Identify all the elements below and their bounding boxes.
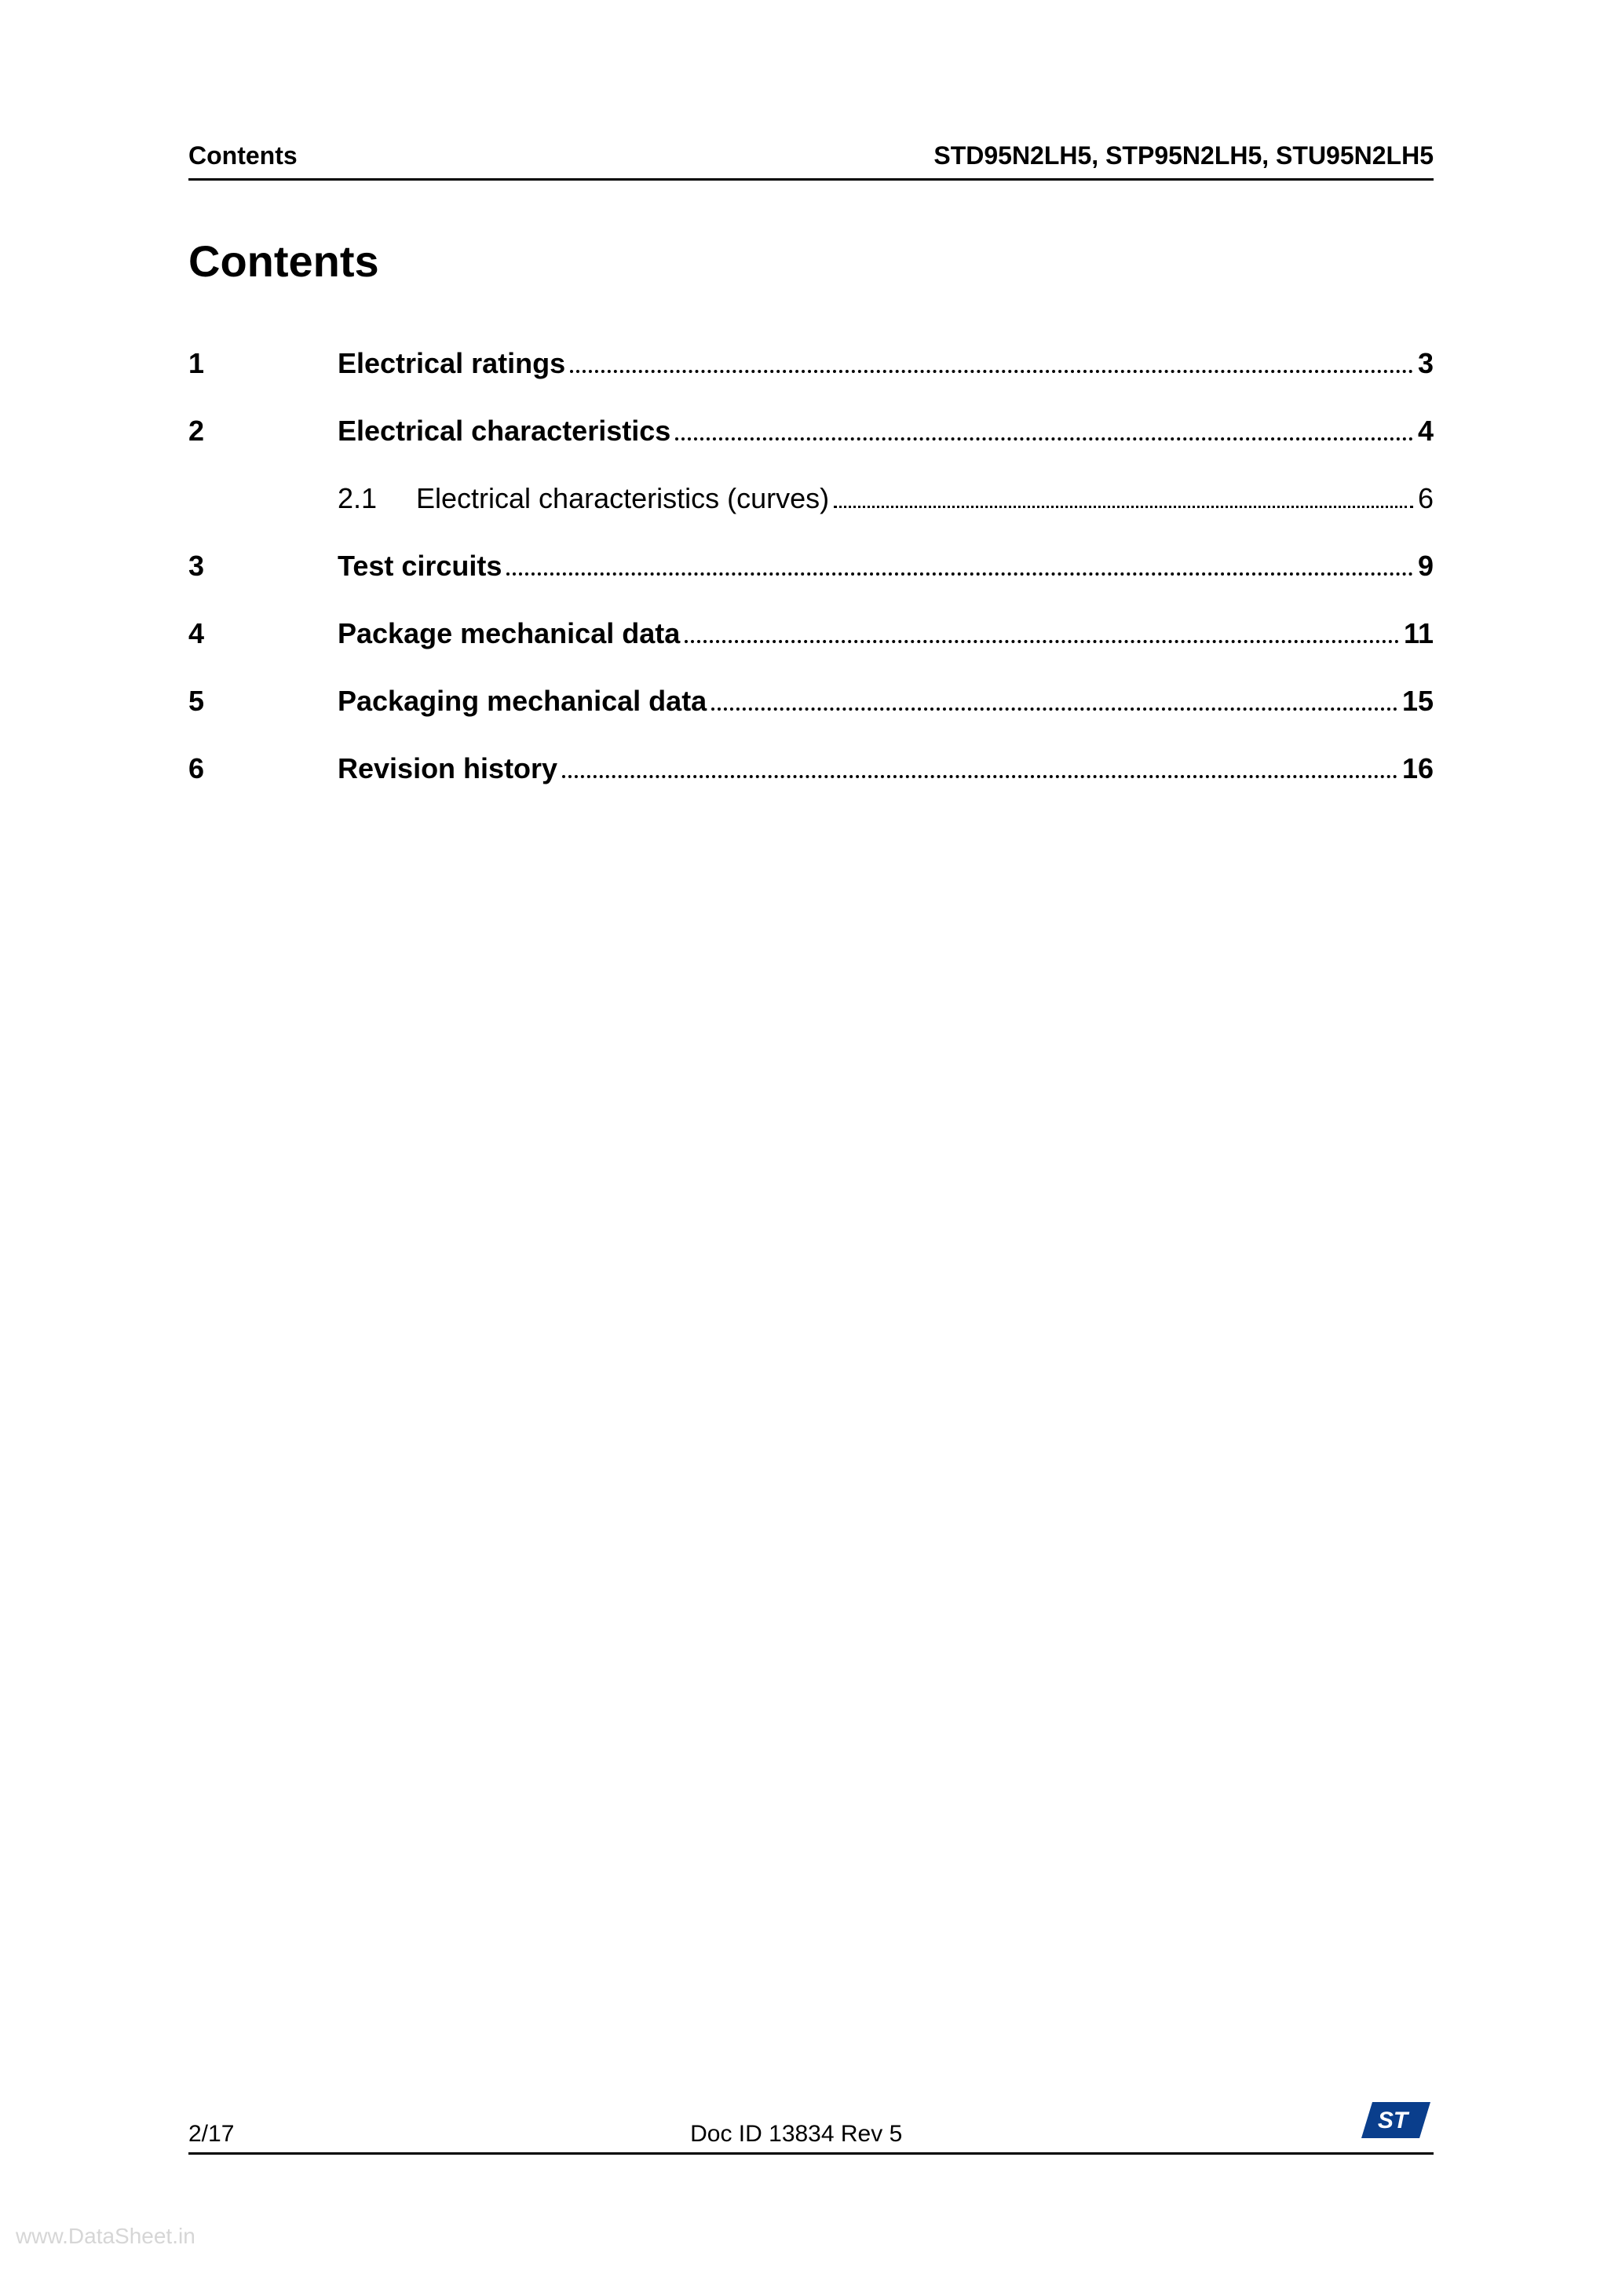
toc-entry: 2 Electrical characteristics 4 [188,417,1434,445]
running-header: Contents STD95N2LH5, STP95N2LH5, STU95N2… [188,141,1434,181]
page-title: Contents [188,236,1434,287]
footer-page-number: 2/17 [188,2121,234,2148]
svg-text:ST: ST [1378,2108,1410,2133]
page: Contents STD95N2LH5, STP95N2LH5, STU95N2… [0,0,1622,2296]
toc-page: 15 [1402,687,1434,715]
toc-label: Packaging mechanical data [338,687,707,715]
toc-number: 2 [188,417,338,445]
watermark: www.DataSheet.in [16,2224,195,2249]
toc-leader-dots [562,758,1397,778]
toc-entry: 5 Packaging mechanical data 15 [188,687,1434,715]
toc-label: Test circuits [338,552,502,580]
st-logo: ST [1358,2099,1434,2148]
toc-number: 5 [188,687,338,715]
toc-number: 3 [188,552,338,580]
toc-number: 4 [188,620,338,648]
toc-number: 1 [188,349,338,378]
toc-entry: 1 Electrical ratings 3 [188,349,1434,378]
page-footer: 2/17 Doc ID 13834 Rev 5 ST [188,2099,1434,2155]
toc-page: 16 [1402,755,1434,783]
toc-leader-dots [570,353,1413,373]
toc-label: Electrical ratings [338,349,565,378]
toc-page: 9 [1418,552,1434,580]
toc-leader-dots [506,555,1413,576]
footer-doc-id: Doc ID 13834 Rev 5 [234,2121,1358,2148]
toc-subnumber: 2.1 [338,484,416,513]
toc-label: Package mechanical data [338,620,680,648]
toc-label: Revision history [338,755,557,783]
table-of-contents: 1 Electrical ratings 3 2 Electrical char… [188,349,1434,783]
toc-leader-dots [711,690,1397,711]
toc-sublabel: Electrical characteristics (curves) [416,484,829,513]
toc-page: 6 [1418,484,1434,513]
toc-leader-dots [685,623,1399,643]
toc-entry: 3 Test circuits 9 [188,552,1434,580]
toc-leader-dots [834,488,1413,508]
header-right: STD95N2LH5, STP95N2LH5, STU95N2LH5 [933,141,1434,170]
toc-number: 6 [188,755,338,783]
header-left: Contents [188,141,298,170]
toc-page: 11 [1404,620,1434,648]
toc-leader-dots [675,420,1413,441]
toc-page: 3 [1418,349,1434,378]
toc-page: 4 [1418,417,1434,445]
toc-entry: 6 Revision history 16 [188,755,1434,783]
toc-label: Electrical characteristics [338,417,670,445]
st-logo-icon: ST [1358,2099,1434,2148]
toc-subentry: 2.1 Electrical characteristics (curves) … [188,484,1434,513]
toc-entry: 4 Package mechanical data 11 [188,620,1434,648]
footer-row: 2/17 Doc ID 13834 Rev 5 ST [188,2099,1434,2155]
